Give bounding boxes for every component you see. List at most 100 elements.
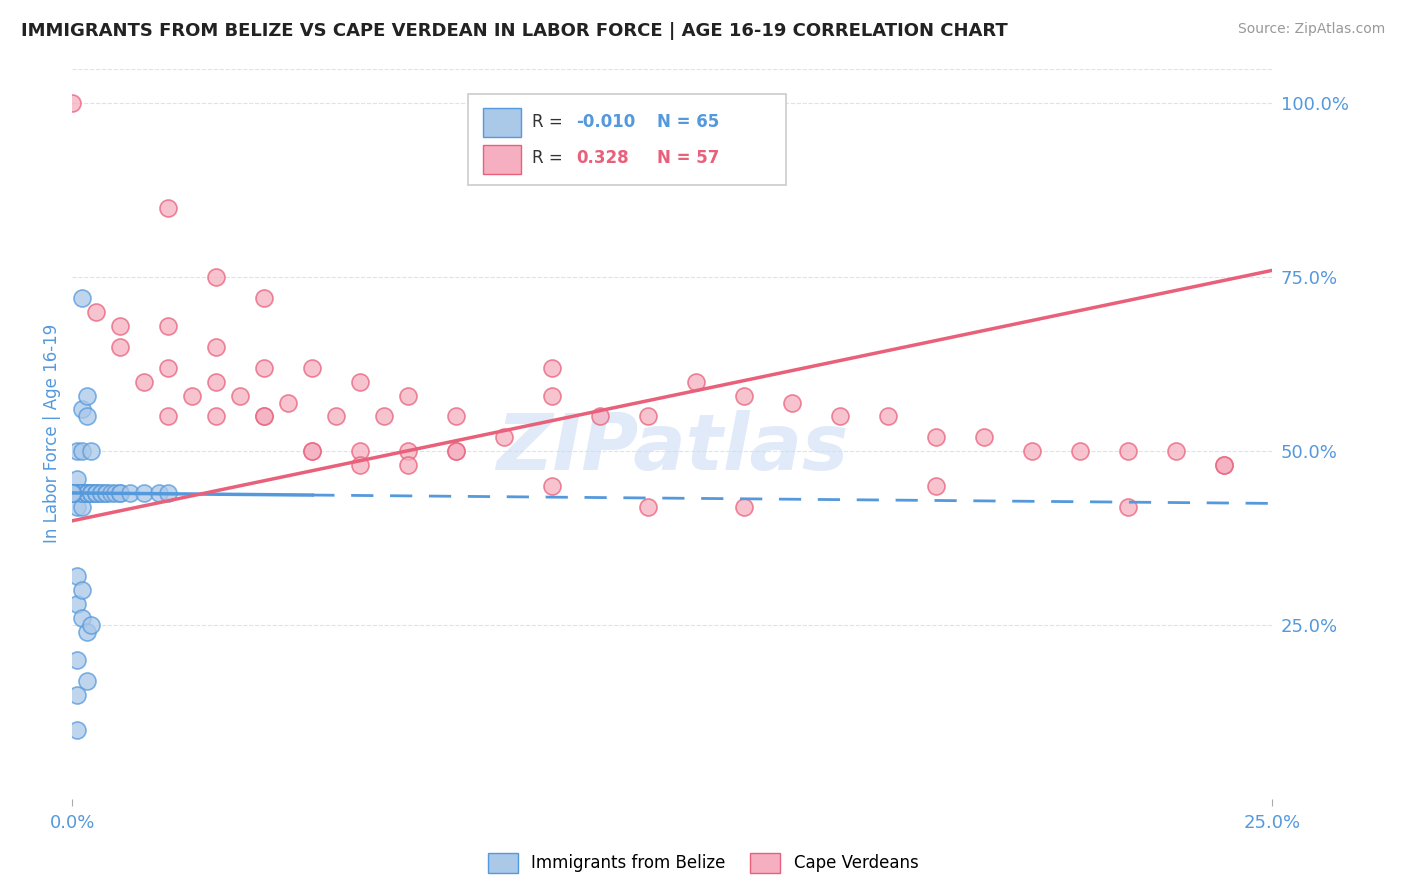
- Point: [84, 486, 107, 500]
- Point: [70, 486, 93, 500]
- Point: [66, 444, 89, 458]
- Point: [110, 318, 132, 333]
- Point: [70, 486, 93, 500]
- Point: [541, 479, 564, 493]
- Point: [66, 500, 89, 514]
- Point: [76, 673, 98, 688]
- Point: [66, 486, 89, 500]
- Point: [66, 486, 89, 500]
- Point: [925, 479, 948, 493]
- Point: [90, 486, 112, 500]
- Text: N = 65: N = 65: [657, 113, 718, 131]
- Point: [60, 486, 83, 500]
- Point: [733, 388, 755, 402]
- Point: [70, 486, 93, 500]
- Point: [60, 486, 83, 500]
- Point: [66, 653, 89, 667]
- Point: [205, 409, 228, 424]
- Point: [446, 409, 468, 424]
- Point: [253, 409, 276, 424]
- Point: [205, 270, 228, 285]
- Point: [60, 96, 83, 111]
- Point: [1213, 458, 1236, 472]
- Point: [66, 486, 89, 500]
- Point: [70, 402, 93, 417]
- Point: [70, 486, 93, 500]
- Legend: Immigrants from Belize, Cape Verdeans: Immigrants from Belize, Cape Verdeans: [481, 847, 925, 880]
- Point: [396, 444, 419, 458]
- Point: [66, 486, 89, 500]
- Point: [70, 583, 93, 598]
- Point: [134, 486, 156, 500]
- Point: [925, 430, 948, 444]
- Point: [76, 486, 98, 500]
- Point: [70, 611, 93, 625]
- Point: [301, 444, 323, 458]
- Point: [76, 388, 98, 402]
- Point: [494, 430, 516, 444]
- Point: [301, 444, 323, 458]
- Point: [90, 486, 112, 500]
- Text: IMMIGRANTS FROM BELIZE VS CAPE VERDEAN IN LABOR FORCE | AGE 16-19 CORRELATION CH: IMMIGRANTS FROM BELIZE VS CAPE VERDEAN I…: [21, 22, 1008, 40]
- Point: [104, 486, 127, 500]
- Point: [253, 409, 276, 424]
- Point: [181, 388, 204, 402]
- Point: [70, 486, 93, 500]
- Point: [60, 486, 83, 500]
- Point: [396, 388, 419, 402]
- Point: [66, 688, 89, 702]
- Point: [541, 360, 564, 375]
- Point: [1166, 444, 1188, 458]
- Point: [60, 486, 83, 500]
- Point: [446, 444, 468, 458]
- Point: [70, 486, 93, 500]
- Point: [70, 291, 93, 305]
- Point: [60, 486, 83, 500]
- Text: ZIPatlas: ZIPatlas: [496, 410, 848, 486]
- Point: [589, 409, 612, 424]
- Point: [157, 201, 180, 215]
- Point: [76, 486, 98, 500]
- Point: [76, 486, 98, 500]
- Point: [1118, 444, 1140, 458]
- Point: [446, 444, 468, 458]
- Point: [84, 486, 107, 500]
- Point: [157, 360, 180, 375]
- Point: [396, 458, 419, 472]
- Point: [277, 395, 299, 409]
- Point: [148, 486, 170, 500]
- Point: [349, 375, 371, 389]
- Point: [349, 444, 371, 458]
- Text: Source: ZipAtlas.com: Source: ZipAtlas.com: [1237, 22, 1385, 37]
- FancyBboxPatch shape: [482, 145, 522, 174]
- Point: [80, 486, 103, 500]
- Point: [100, 486, 122, 500]
- Point: [637, 409, 659, 424]
- Point: [637, 500, 659, 514]
- Text: 0.328: 0.328: [576, 149, 628, 168]
- Point: [229, 388, 252, 402]
- Point: [60, 486, 83, 500]
- Point: [253, 360, 276, 375]
- Text: N = 57: N = 57: [657, 149, 718, 168]
- Point: [66, 597, 89, 611]
- Point: [349, 458, 371, 472]
- Point: [325, 409, 347, 424]
- Point: [118, 486, 141, 500]
- Point: [782, 395, 804, 409]
- Text: R =: R =: [531, 149, 562, 168]
- FancyBboxPatch shape: [468, 94, 786, 186]
- Point: [80, 618, 103, 632]
- Text: R =: R =: [531, 113, 562, 131]
- Point: [76, 486, 98, 500]
- Point: [80, 486, 103, 500]
- Point: [66, 486, 89, 500]
- Point: [84, 305, 107, 319]
- Point: [733, 500, 755, 514]
- Point: [66, 723, 89, 737]
- Point: [80, 486, 103, 500]
- Point: [80, 444, 103, 458]
- Point: [110, 486, 132, 500]
- Point: [541, 388, 564, 402]
- Point: [1118, 500, 1140, 514]
